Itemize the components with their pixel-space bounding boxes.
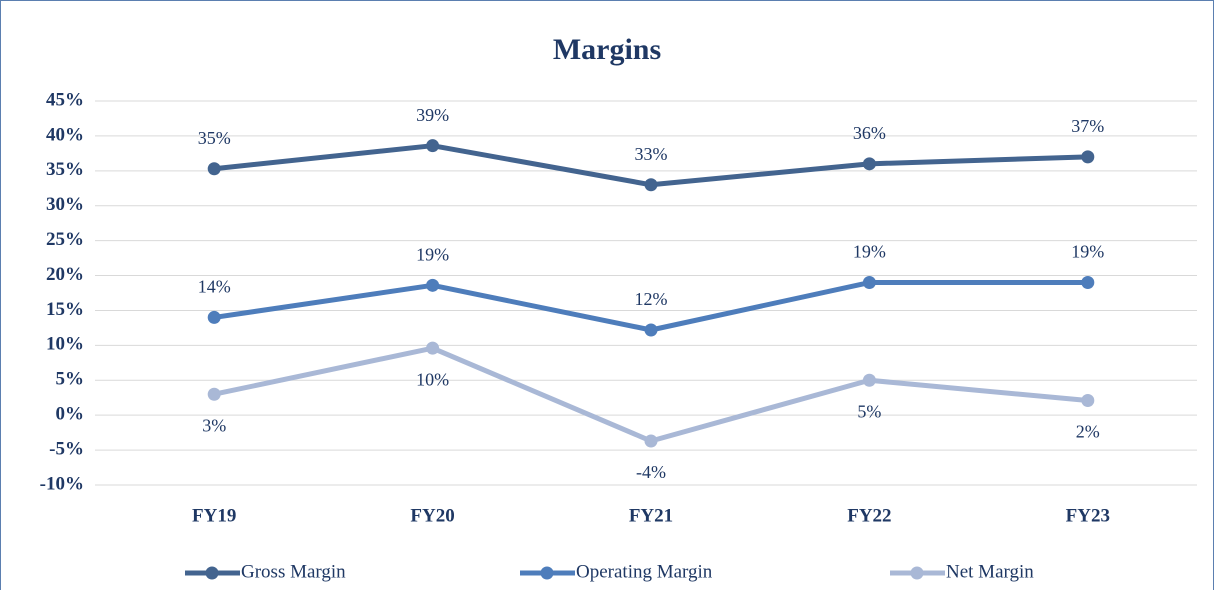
data-label: 2% <box>1076 422 1100 442</box>
data-point <box>426 139 440 153</box>
legend-marker <box>205 566 219 580</box>
data-label: -4% <box>636 462 666 482</box>
y-tick-label: -10% <box>40 473 84 494</box>
legend-label: Net Margin <box>946 561 1034 582</box>
data-point <box>862 157 876 171</box>
data-label: 36% <box>853 123 886 143</box>
data-point <box>426 341 440 355</box>
legend-label: Gross Margin <box>241 561 346 582</box>
data-point <box>207 162 221 176</box>
y-tick-label: 40% <box>46 124 84 145</box>
data-label: 35% <box>198 128 231 148</box>
data-label: 3% <box>202 415 226 435</box>
chart-title: Margins <box>553 33 661 66</box>
y-tick-label: 10% <box>46 334 84 355</box>
legend-label: Operating Margin <box>576 561 713 582</box>
data-label: 19% <box>853 242 886 262</box>
x-tick-label: FY22 <box>847 505 891 526</box>
data-point <box>644 323 658 337</box>
data-point <box>207 387 221 401</box>
x-tick-label: FY20 <box>410 505 454 526</box>
series-line <box>213 345 1089 444</box>
data-label: 19% <box>1071 242 1104 262</box>
data-point <box>862 373 876 387</box>
data-point <box>1081 150 1095 164</box>
data-point <box>207 310 221 324</box>
legend-marker <box>910 566 924 580</box>
data-label: 19% <box>416 244 449 264</box>
y-tick-label: 15% <box>46 299 84 320</box>
data-point <box>644 178 658 192</box>
data-label: 33% <box>635 144 668 164</box>
x-tick-label: FY23 <box>1066 505 1110 526</box>
data-point <box>1081 394 1095 408</box>
y-tick-label: 35% <box>46 159 84 180</box>
y-tick-label: 30% <box>46 194 84 215</box>
y-tick-label: 25% <box>46 229 84 250</box>
y-tick-label: 45% <box>46 89 84 110</box>
data-label: 37% <box>1071 116 1104 136</box>
y-tick-label: 0% <box>56 404 85 425</box>
data-label: 39% <box>416 105 449 125</box>
y-tick-label: 5% <box>56 369 85 390</box>
data-point <box>644 434 658 448</box>
y-tick-label: 20% <box>46 264 84 285</box>
data-label: 5% <box>857 401 881 421</box>
data-point <box>1081 276 1095 290</box>
data-point <box>862 276 876 290</box>
legend-marker <box>540 566 554 580</box>
x-tick-label: FY19 <box>192 505 236 526</box>
y-tick-label: -5% <box>49 438 84 459</box>
data-label: 12% <box>635 289 668 309</box>
data-label: 10% <box>416 369 449 389</box>
x-tick-label: FY21 <box>629 505 673 526</box>
data-point <box>426 278 440 292</box>
data-label: 14% <box>198 277 231 297</box>
